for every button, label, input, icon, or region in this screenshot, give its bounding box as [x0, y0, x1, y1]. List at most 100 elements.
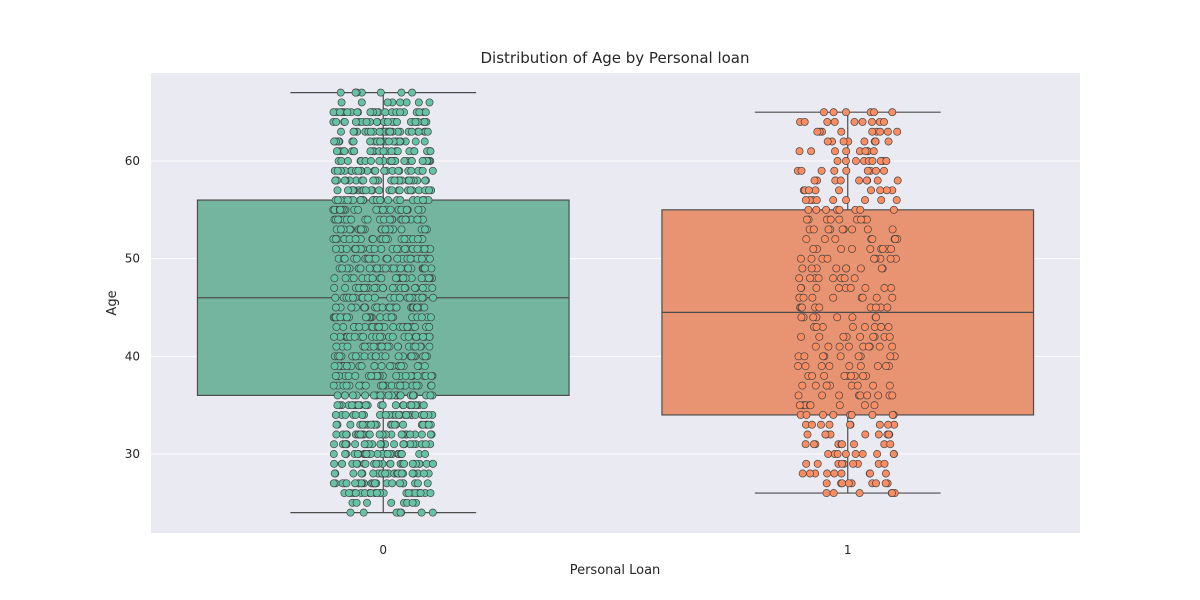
strip-point: [330, 459, 339, 468]
strip-point: [870, 401, 879, 410]
strip-point: [417, 254, 426, 263]
strip-point: [873, 362, 882, 371]
strip-point: [400, 235, 409, 244]
strip-point: [396, 196, 405, 205]
strip-point: [357, 225, 365, 234]
strip-point: [352, 498, 361, 507]
strip-point: [330, 440, 338, 449]
strip-point: [331, 293, 340, 302]
strip-point: [868, 117, 876, 126]
strip-point: [881, 479, 890, 488]
strip-point: [351, 88, 360, 97]
strip-point: [367, 420, 376, 429]
strip-point: [385, 303, 394, 312]
strip-point: [846, 284, 855, 292]
strip-point: [354, 205, 363, 214]
strip-point: [348, 293, 357, 302]
strip-point: [813, 127, 822, 136]
strip-point: [869, 147, 878, 156]
strip-point: [351, 489, 360, 498]
strip-points-layer: [329, 88, 902, 517]
strip-point: [869, 381, 878, 390]
strip-point: [798, 469, 807, 478]
strip-point: [384, 196, 393, 205]
strip-point: [353, 108, 362, 117]
strip-point: [819, 410, 827, 419]
strip-point: [388, 186, 396, 195]
strip-point: [365, 430, 374, 439]
strip-point: [794, 391, 803, 400]
strip-point: [394, 410, 403, 419]
strip-point: [388, 479, 397, 488]
strip-point: [893, 127, 902, 136]
strip-point: [383, 117, 392, 126]
strip-point: [366, 108, 375, 117]
strip-point: [808, 293, 817, 302]
strip-point: [375, 430, 384, 439]
strip-point: [802, 235, 811, 244]
strip-point: [421, 352, 430, 361]
strip-point: [414, 127, 423, 136]
strip-point: [349, 127, 358, 136]
strip-point: [360, 284, 369, 292]
strip-point: [835, 401, 844, 410]
strip-point: [795, 274, 804, 283]
strip-point: [336, 225, 345, 234]
strip-point: [388, 284, 397, 292]
strip-point: [340, 147, 349, 156]
strip-point: [396, 508, 405, 517]
strip-point: [824, 225, 833, 234]
strip-point: [427, 381, 436, 390]
strip-point: [351, 371, 360, 380]
strip-point: [345, 489, 354, 498]
strip-point: [855, 489, 864, 498]
strip-point: [806, 274, 814, 283]
strip-point: [817, 362, 826, 371]
strip-point: [889, 205, 898, 214]
strip-point: [821, 430, 830, 439]
strip-point: [333, 186, 342, 195]
strip-point: [344, 371, 353, 380]
y-tick-labels: 30 40 50 60: [125, 154, 140, 461]
strip-point: [841, 157, 850, 165]
strip-point: [369, 176, 378, 185]
strip-point: [384, 391, 393, 400]
strip-point: [402, 410, 411, 419]
strip-point: [400, 157, 409, 165]
strip-point: [370, 293, 379, 302]
strip-point: [342, 381, 351, 390]
strip-point: [336, 108, 344, 117]
strip-point: [860, 137, 869, 146]
strip-point: [420, 264, 429, 273]
strip-point: [418, 293, 427, 302]
strip-point: [343, 196, 352, 205]
strip-point: [835, 391, 844, 400]
strip-point: [346, 420, 355, 429]
strip-point: [878, 244, 887, 253]
strip-point: [407, 127, 416, 136]
strip-point: [875, 342, 884, 351]
strip-point: [842, 166, 851, 175]
strip-point: [413, 479, 422, 488]
strip-point: [809, 225, 818, 234]
strip-point: [800, 352, 809, 361]
strip-point: [861, 147, 870, 156]
strip-point: [395, 186, 404, 195]
strip-point: [397, 225, 406, 234]
strip-point: [404, 264, 413, 273]
strip-point: [375, 157, 384, 165]
strip-point: [419, 196, 428, 205]
strip-point: [401, 371, 410, 380]
strip-point: [808, 371, 817, 380]
strip-point: [349, 137, 358, 146]
strip-point: [411, 137, 420, 146]
strip-point: [884, 420, 893, 429]
strip-point: [812, 284, 821, 292]
strip-point: [343, 108, 352, 117]
strip-point: [370, 284, 379, 292]
strip-point: [341, 391, 349, 400]
strip-point: [888, 410, 897, 419]
strip-point: [413, 303, 422, 312]
y-tick-label: 60: [125, 154, 140, 168]
